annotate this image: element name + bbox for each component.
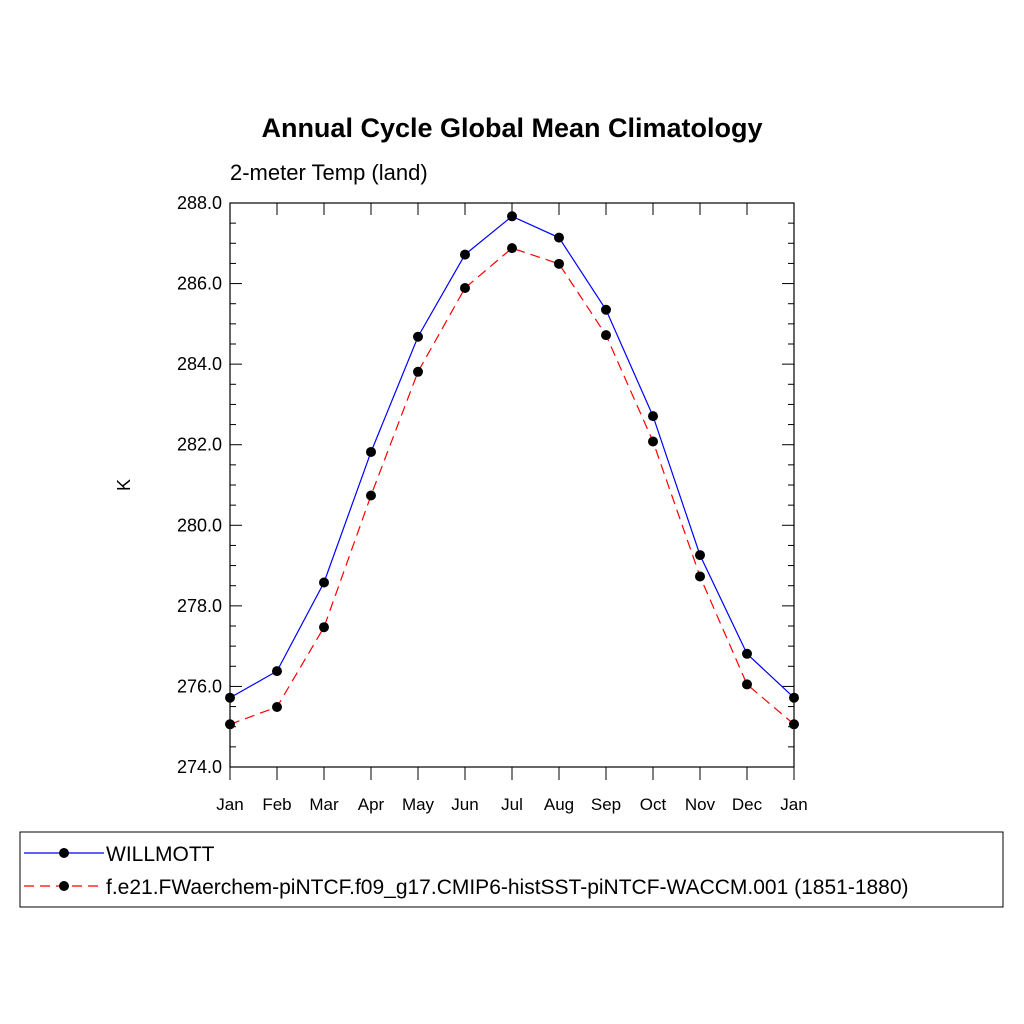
y-tick-label: 282.0 bbox=[177, 435, 222, 455]
series-line-0 bbox=[229, 215, 795, 699]
data-point-s1 bbox=[554, 258, 564, 269]
legend-swatch-marker-0 bbox=[59, 848, 69, 858]
data-point-s1 bbox=[272, 701, 282, 712]
x-tick-label: Jul bbox=[501, 795, 523, 814]
data-point-s1 bbox=[601, 330, 611, 341]
data-point-s0 bbox=[742, 648, 752, 659]
data-point-s0 bbox=[789, 692, 799, 703]
data-point-s1 bbox=[225, 719, 235, 730]
data-point-s1 bbox=[789, 719, 799, 730]
data-point-s0 bbox=[366, 446, 376, 457]
data-point-s1 bbox=[460, 283, 470, 294]
data-point-s0 bbox=[507, 211, 517, 222]
legend-label-1: f.e21.FWaerchem-piNTCF.f09_g17.CMIP6-his… bbox=[106, 876, 909, 899]
data-point-s1 bbox=[366, 490, 376, 501]
data-point-s0 bbox=[601, 304, 611, 315]
y-axis-label: K bbox=[114, 479, 134, 491]
y-tick-label: 288.0 bbox=[177, 193, 222, 213]
data-point-s1 bbox=[507, 243, 517, 254]
y-tick-label: 286.0 bbox=[177, 274, 222, 294]
x-tick-label: Jun bbox=[451, 795, 478, 814]
y-tick-label: 284.0 bbox=[177, 354, 222, 374]
x-tick-label: Feb bbox=[262, 795, 291, 814]
y-tick-label: 274.0 bbox=[177, 757, 222, 777]
y-tick-label: 278.0 bbox=[177, 596, 222, 616]
y-tick-label: 280.0 bbox=[177, 515, 222, 535]
x-tick-label: Apr bbox=[358, 795, 385, 814]
x-tick-label: Oct bbox=[640, 795, 667, 814]
x-tick-label: Jan bbox=[216, 795, 243, 814]
data-point-s0 bbox=[460, 249, 470, 260]
data-point-s0 bbox=[695, 550, 705, 561]
x-tick-label: Aug bbox=[544, 795, 574, 814]
legend-swatch-marker-1 bbox=[59, 881, 69, 891]
data-point-s0 bbox=[225, 692, 235, 703]
x-tick-label: Mar bbox=[309, 795, 339, 814]
x-tick-label: May bbox=[402, 795, 435, 814]
data-point-s0 bbox=[554, 232, 564, 243]
data-point-s0 bbox=[319, 577, 329, 588]
series-layer bbox=[225, 211, 799, 730]
data-point-s1 bbox=[319, 622, 329, 633]
x-tick-label: Nov bbox=[685, 795, 716, 814]
plot-frame bbox=[229, 202, 795, 768]
data-point-s1 bbox=[742, 679, 752, 690]
x-tick-label: Sep bbox=[591, 795, 621, 814]
data-point-s1 bbox=[413, 366, 423, 377]
series-line-1 bbox=[229, 247, 795, 725]
axis-ticks: 274.0 276.0 278.0 280.0 282.0 284.0 286.0 288.0… bbox=[177, 193, 808, 814]
data-point-s0 bbox=[413, 331, 423, 342]
chart-title: Annual Cycle Global Mean Climatology bbox=[261, 113, 762, 143]
x-tick-label: Jan bbox=[780, 795, 807, 814]
data-point-s0 bbox=[272, 666, 282, 677]
data-point-s1 bbox=[648, 436, 658, 447]
legend-label-0: WILLMOTT bbox=[106, 843, 215, 866]
data-point-s0 bbox=[648, 411, 658, 422]
legend-box bbox=[19, 831, 1004, 908]
x-tick-label: Dec bbox=[732, 795, 763, 814]
legend: WILLMOTT f.e21.FWaerchem-piNTCF.f09_g17.C… bbox=[19, 831, 1004, 908]
chart-subtitle: 2-meter Temp (land) bbox=[230, 160, 428, 185]
y-tick-label: 276.0 bbox=[177, 676, 222, 696]
data-point-s1 bbox=[695, 571, 705, 582]
